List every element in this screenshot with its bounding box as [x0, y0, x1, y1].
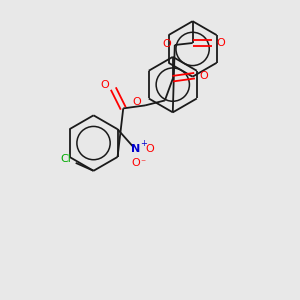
Text: O: O	[133, 98, 142, 107]
Text: O: O	[216, 38, 225, 48]
Text: O: O	[131, 158, 140, 168]
Text: O: O	[100, 80, 109, 90]
Text: +: +	[140, 139, 147, 148]
Text: O: O	[163, 39, 171, 49]
Text: O: O	[199, 71, 208, 81]
Text: O: O	[145, 144, 154, 154]
Text: N: N	[131, 144, 140, 154]
Text: Cl: Cl	[60, 154, 71, 164]
Text: ⁻: ⁻	[141, 158, 146, 168]
